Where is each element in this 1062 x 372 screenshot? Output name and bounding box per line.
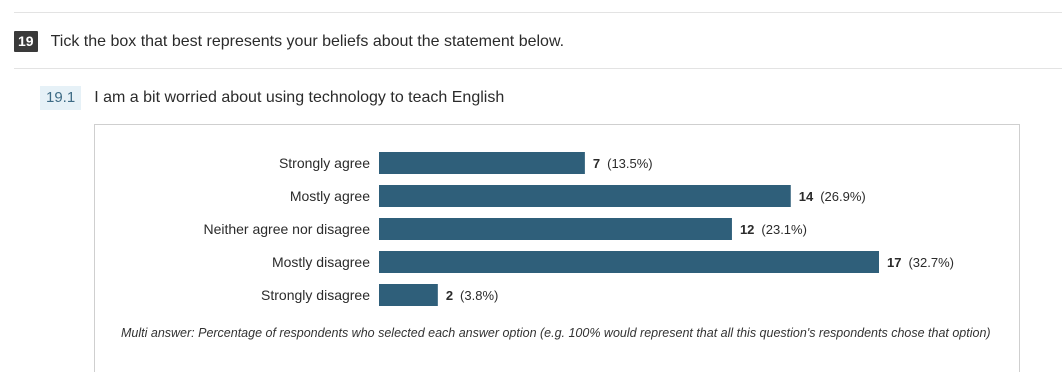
bar-mostly-agree [379, 185, 791, 207]
category-label-mostly-agree: Mostly agree [290, 188, 370, 204]
value-count-mostly-agree: 14 [799, 189, 814, 204]
value-label-mostly-agree: 14 (26.9%) [799, 189, 866, 204]
bar-mostly-disagree [379, 251, 879, 273]
category-label-strongly-disagree: Strongly disagree [261, 287, 370, 303]
value-count-neither-agree-nor-disagree: 12 [740, 222, 754, 237]
top-divider [14, 12, 1062, 13]
subquestion-title: I am a bit worried about using technolog… [94, 89, 505, 106]
value-label-strongly-agree: 7 (13.5%) [593, 156, 653, 171]
question-divider [14, 68, 1062, 69]
question-number-badge: 19 [14, 31, 38, 52]
bar-strongly-disagree [379, 284, 438, 306]
value-count-strongly-disagree: 2 [446, 288, 453, 303]
category-label-mostly-disagree: Mostly disagree [272, 254, 370, 270]
value-percent-strongly-disagree: (3.8%) [460, 288, 498, 303]
value-percent-mostly-disagree: (32.7%) [908, 255, 954, 270]
value-percent-mostly-agree: (26.9%) [820, 189, 866, 204]
subquestion-number-badge: 19.1 [40, 86, 82, 110]
question-header: 19 Tick the box that best represents you… [14, 31, 564, 52]
category-label-strongly-agree: Strongly agree [279, 155, 370, 171]
question-title: Tick the box that best represents your b… [50, 32, 565, 50]
subquestion-header: 19.1 I am a bit worried about using tech… [40, 86, 504, 110]
value-label-mostly-disagree: 17 (32.7%) [887, 255, 954, 270]
chart-container [94, 124, 1020, 372]
value-label-strongly-disagree: 2 (3.8%) [446, 288, 499, 303]
bar-neither-agree-nor-disagree [379, 218, 732, 240]
value-percent-strongly-agree: (13.5%) [607, 156, 653, 171]
value-percent-neither-agree-nor-disagree: (23.1%) [761, 222, 807, 237]
category-label-neither-agree-nor-disagree: Neither agree nor disagree [203, 221, 370, 237]
value-count-strongly-agree: 7 [593, 156, 600, 171]
value-count-mostly-disagree: 17 [887, 255, 901, 270]
bar-strongly-agree [379, 152, 585, 174]
chart-footnote: Multi answer: Percentage of respondents … [121, 326, 991, 340]
value-label-neither-agree-nor-disagree: 12 (23.1%) [740, 222, 807, 237]
